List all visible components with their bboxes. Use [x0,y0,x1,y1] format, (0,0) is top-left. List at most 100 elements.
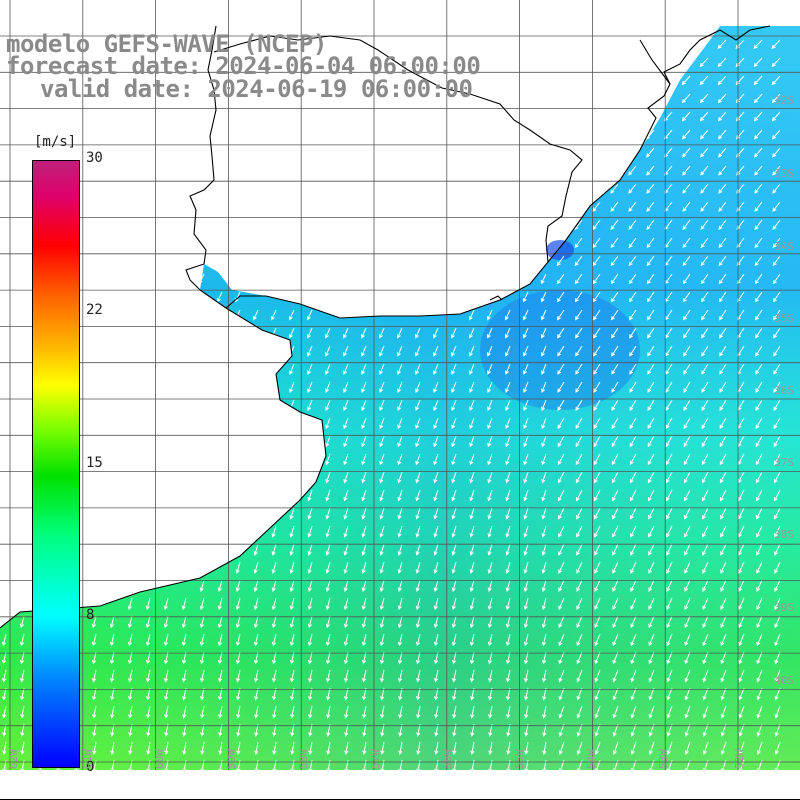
wind-arrow [523,561,529,574]
wind-arrow [306,327,313,339]
wind-arrow [772,183,781,194]
wind-arrow [665,435,673,448]
wind-arrow [433,543,439,556]
wind-arrow [451,489,457,502]
wind-arrow [611,453,619,466]
wind-arrow [646,219,655,230]
wind-arrow [506,705,511,719]
wind-arrow [487,381,493,393]
wind-arrow [700,273,709,285]
wind-arrow [415,579,421,593]
wind-arrow [557,381,565,393]
wind-arrow [774,741,781,755]
wind-arrow [182,687,187,701]
wind-arrow [646,255,655,267]
wind-arrow [666,687,673,701]
wind-arrow [646,147,655,158]
wind-arrow [737,489,745,502]
wind-arrow [754,255,763,267]
wind-arrow [774,705,781,719]
wind-arrow [576,579,583,592]
wind-arrow [415,615,421,629]
wind-arrow [379,633,385,647]
wind-arrow [523,651,529,665]
wind-arrow [541,579,547,593]
wind-arrow [146,741,151,755]
wind-arrow [700,219,709,230]
wind-arrow [361,381,367,393]
wind-arrow [218,669,223,683]
wind-arrow [611,435,619,448]
wind-arrow [128,687,133,701]
wind-arrow [235,615,241,629]
lat-label: 37S [774,456,794,469]
wind-arrow [362,669,367,683]
wind-arrow [469,597,475,611]
wind-arrow [380,705,385,719]
wind-arrow [505,489,511,502]
wind-arrow [432,327,439,339]
wind-arrow [217,615,223,629]
wind-arrow [666,579,673,592]
wind-arrow [361,579,367,593]
wind-arrow [326,705,331,719]
wind-arrow [557,435,565,448]
wind-arrow [451,525,457,538]
wind-arrow [701,309,709,321]
wind-arrow [771,111,781,122]
wind-arrow [665,309,673,321]
wind-arrow [19,615,25,629]
wind-arrow [325,579,331,593]
wind-arrow [343,543,349,556]
wind-arrow [307,507,313,520]
wind-arrow [756,687,763,701]
wind-arrow [524,687,529,701]
wind-arrow [772,129,781,140]
wind-arrow [415,435,421,448]
wind-arrow [611,309,619,321]
wind-arrow [699,75,709,86]
wind-arrow [415,561,421,574]
wind-arrow [307,633,313,647]
wind-arrow [505,597,511,611]
wind-arrow [361,561,367,574]
wind-arrow [756,651,763,665]
wind-arrow [235,579,241,593]
wind-arrow [324,327,331,339]
wind-arrow [594,633,601,647]
wind-arrow [416,669,421,683]
wind-arrow [415,417,421,430]
wind-arrow [487,615,493,629]
wind-arrow [720,543,727,556]
wind-arrow [128,741,133,755]
wind-arrow [738,687,745,701]
wind-arrow [110,669,115,683]
wind-arrow [487,651,493,665]
wind-arrow [774,687,781,701]
wind-arrow [755,489,763,502]
wind-arrow [630,543,637,556]
wind-arrow [772,165,781,176]
wind-arrow [647,435,655,448]
wind-arrow [217,651,223,665]
wind-arrow [717,39,727,49]
wind-arrow [289,543,295,556]
wind-arrow [628,219,637,230]
wind-arrow [379,363,385,375]
wind-arrow [379,453,385,466]
wind-arrow [325,561,331,574]
wind-arrow [648,525,655,538]
wind-arrow [771,93,781,104]
wind-arrow [542,669,547,683]
wind-arrow [1,633,7,647]
wind-arrow [200,669,205,683]
wind-arrow [271,561,277,574]
wind-arrow [754,147,763,158]
wind-arrow [718,237,727,249]
wind-arrow [487,399,493,412]
wind-arrow [558,687,565,701]
wind-arrow [648,561,655,574]
wind-arrow [397,633,403,647]
wind-arrow [629,345,637,357]
